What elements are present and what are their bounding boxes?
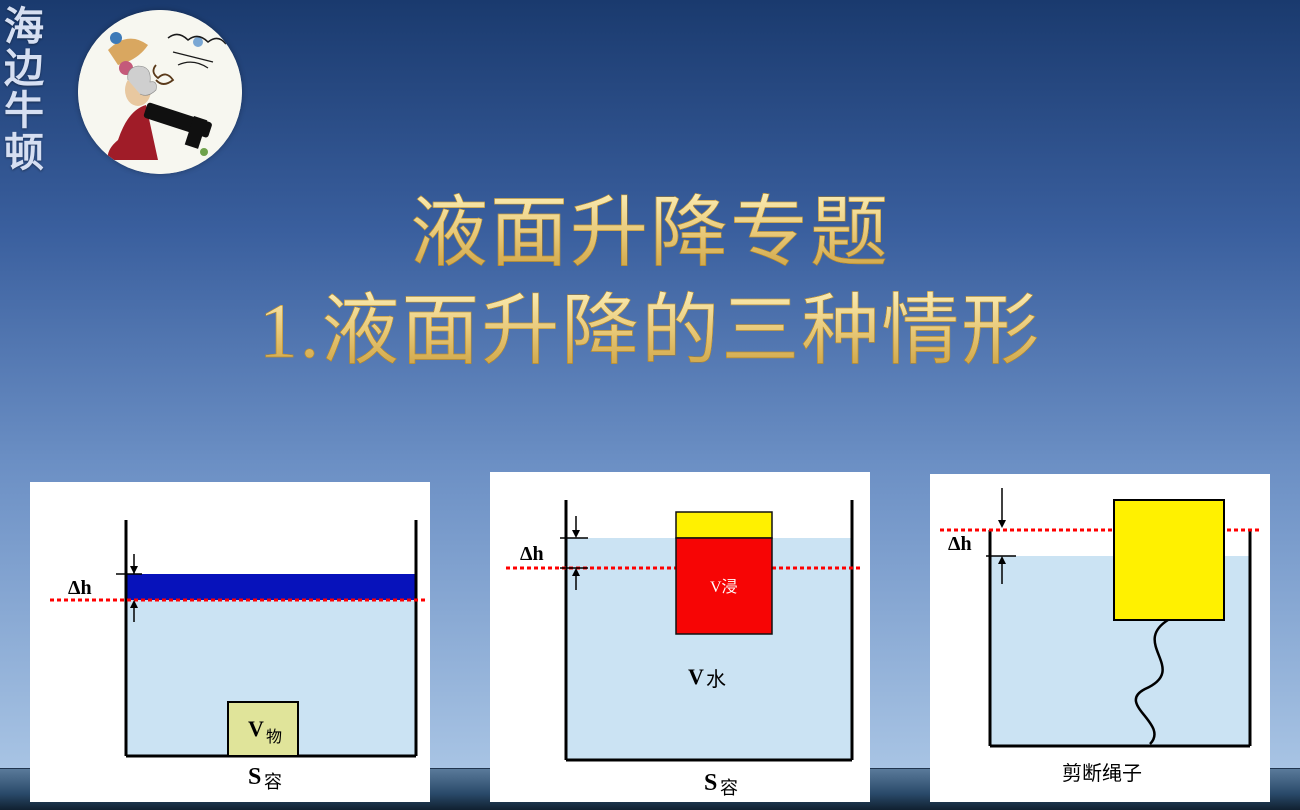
svg-text:容: 容 [264,772,282,792]
diagram-panels: V 物 Δh S 容 V浸 [0,472,1300,802]
page-title: 液面升降专题 1.液面升降的三种情形 [50,184,1250,379]
svg-text:Δh: Δh [68,577,92,599]
svg-text:V: V [248,716,264,741]
channel-avatar [78,10,242,174]
panel3-caption: 剪断绳子 [1062,762,1142,785]
svg-text:S: S [704,770,717,796]
diagram-panel-2: V浸 V 水 Δh S 容 [490,472,870,802]
svg-text:Δh: Δh [520,543,544,565]
svg-text:S: S [248,764,261,790]
title-line-1: 液面升降专题 [50,184,1250,282]
svg-text:物: 物 [266,728,282,746]
diagram-panel-1: V 物 Δh S 容 [30,482,430,802]
svg-text:容: 容 [720,778,738,798]
diagram-panel-3: Δh 剪断绳子 [930,474,1270,802]
svg-text:V浸: V浸 [710,578,738,596]
title-line-2: 1.液面升降的三种情形 [50,282,1250,380]
svg-text:水: 水 [706,668,726,691]
svg-text:Δh: Δh [948,533,972,555]
svg-text:V: V [688,664,704,689]
channel-name: 海边牛顿 [4,6,48,174]
